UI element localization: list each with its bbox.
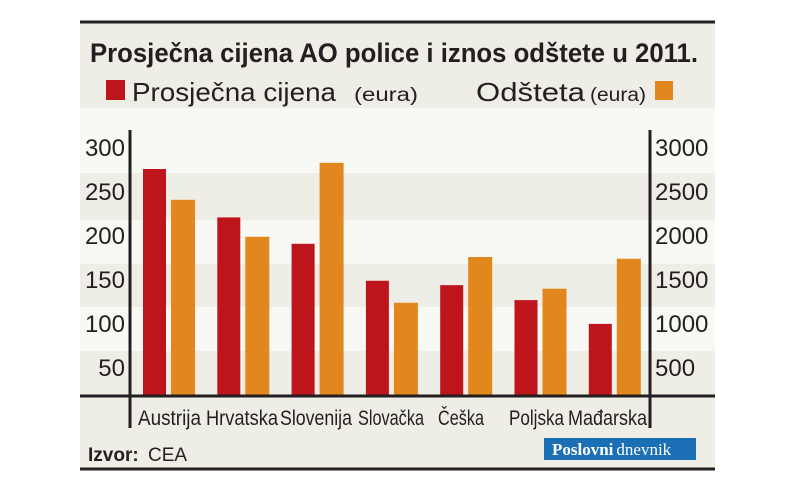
source-label: Izvor: bbox=[88, 445, 139, 466]
y-left-tick-label: 300 bbox=[85, 135, 125, 162]
bar-prosjecna-cijena-0 bbox=[143, 169, 166, 395]
x-tick-label: Slovačka bbox=[358, 407, 424, 430]
bar-prosjecna-cijena-6 bbox=[588, 323, 612, 395]
y-right-tick-label: 500 bbox=[655, 355, 695, 382]
bar-odsteta-0 bbox=[171, 199, 195, 395]
bar-odsteta-3 bbox=[393, 302, 418, 395]
logo-text-light: dnevnik bbox=[616, 440, 671, 459]
bar-prosjecna-cijena-3 bbox=[365, 280, 389, 395]
y-left-tick-label: 250 bbox=[85, 179, 125, 206]
y-left-tick-label: 50 bbox=[98, 355, 125, 382]
x-tick-label: Hrvatska bbox=[206, 407, 278, 430]
bar-prosjecna-cijena-1 bbox=[217, 217, 241, 395]
chart-title: Prosječna cijena AO police i iznos odšte… bbox=[90, 38, 698, 68]
y-right-tick-label: 3000 bbox=[655, 135, 708, 162]
y-left-tick-label: 200 bbox=[85, 223, 125, 250]
y-left-tick-label: 150 bbox=[85, 267, 125, 294]
x-tick-label: Slovenija bbox=[280, 407, 352, 430]
legend-unit-odsteta: (eura) bbox=[590, 85, 646, 106]
source-value: CEA bbox=[148, 445, 187, 466]
bar-odsteta-5 bbox=[542, 288, 567, 395]
band bbox=[80, 108, 715, 130]
logo-box bbox=[544, 438, 696, 460]
y-right-tick-label: 2000 bbox=[655, 223, 708, 250]
y-right-tick-label: 2500 bbox=[655, 179, 708, 206]
legend-swatch-odsteta bbox=[655, 81, 673, 100]
legend-label-odsteta: Odšteta bbox=[476, 77, 586, 107]
bar-prosjecna-cijena-4 bbox=[440, 285, 464, 395]
x-tick-label: Austrija bbox=[138, 407, 201, 430]
x-tick-label: Mađarska bbox=[568, 407, 647, 430]
legend-unit-prosjecna-cijena: (eura) bbox=[354, 85, 418, 106]
bar-prosjecna-cijena-5 bbox=[514, 300, 538, 395]
source-note: Izvor: CEA bbox=[88, 445, 187, 466]
x-tick-label: Češka bbox=[438, 407, 484, 430]
bar-odsteta-6 bbox=[616, 258, 641, 395]
logo-text-bold: Poslovni bbox=[552, 440, 614, 459]
legend-label-prosjecna-cijena: Prosječna cijena bbox=[132, 77, 337, 107]
y-right-tick-label: 1000 bbox=[655, 311, 708, 338]
bar-odsteta-1 bbox=[245, 236, 270, 395]
bar-odsteta-2 bbox=[319, 162, 344, 395]
y-left-tick-label: 100 bbox=[85, 311, 125, 338]
bar-odsteta-4 bbox=[468, 257, 493, 395]
bar-prosjecna-cijena-2 bbox=[291, 243, 315, 395]
x-tick-label: Poljska bbox=[509, 407, 564, 430]
logo-poslovni-dnevnik: Poslovni dnevnik bbox=[544, 438, 696, 460]
legend-swatch-prosjecna-cijena bbox=[106, 80, 125, 100]
grid-band bbox=[80, 130, 715, 173]
y-right-tick-label: 1500 bbox=[655, 267, 708, 294]
